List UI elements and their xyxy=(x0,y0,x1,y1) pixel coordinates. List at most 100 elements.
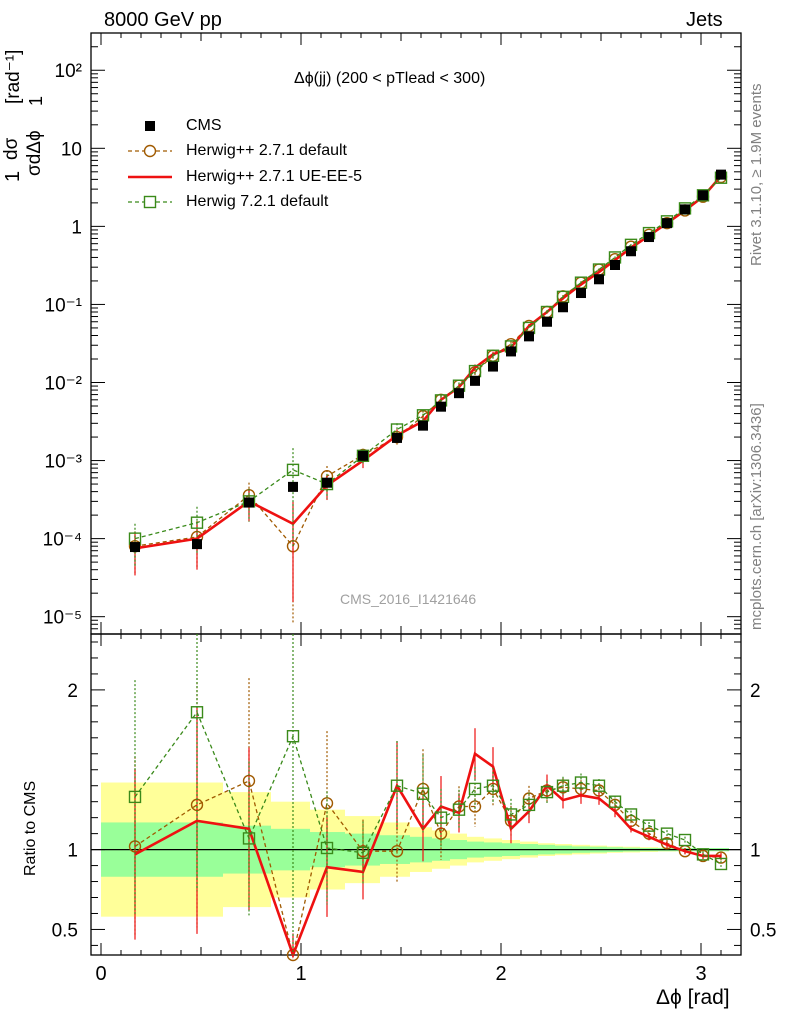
data-point-cms xyxy=(470,375,480,386)
main-panel: 10⁻⁵ 10⁻⁴ 10⁻³ 10⁻² 10⁻¹ 1 10 10² xyxy=(43,32,742,635)
ratio-y-tick-label-right: 0.5 xyxy=(750,920,776,941)
y-tick-label: 10 xyxy=(61,139,82,160)
data-point-cms xyxy=(644,232,654,243)
ratio-point-herwig7-default xyxy=(320,841,334,855)
data-point-cms xyxy=(418,420,428,431)
ratio-point-herwig7-default xyxy=(574,776,588,789)
data-point-cms xyxy=(506,346,516,357)
x-tick-label: 2 xyxy=(495,963,506,985)
y-tick-label: 1 xyxy=(71,217,82,238)
x-tick-label: 0 xyxy=(95,963,106,985)
data-point-herwig7-default xyxy=(190,516,204,529)
analysis-watermark: CMS_2016_I1421646 xyxy=(340,591,477,607)
data-point-herwig7-default xyxy=(486,349,500,362)
ratio-point-herwig7-default xyxy=(434,811,448,824)
y-tick-label: 10⁻³ xyxy=(45,452,83,473)
data-point-cms xyxy=(358,450,368,461)
ratio-point-herwig7-default xyxy=(128,790,142,804)
ratio-y-tick-label: 1 xyxy=(67,841,78,862)
data-point-cms xyxy=(576,288,586,299)
data-point-cms xyxy=(322,477,332,488)
data-point-cms xyxy=(558,302,568,313)
data-point-herwig7-default xyxy=(696,189,710,202)
data-point-cms xyxy=(130,542,140,553)
ratio-point-herwig7-default xyxy=(540,785,554,799)
top-y-axis-label-den: σdΔϕ xyxy=(24,130,46,176)
x-axis-label: Δϕ [rad] xyxy=(656,986,730,1009)
data-point-cms xyxy=(680,204,690,215)
mcplots-label: mcplots.cern.ch [arXiv:1306.3436] xyxy=(748,403,765,630)
x-tick-label: 3 xyxy=(695,963,706,985)
data-point-cms xyxy=(244,497,254,508)
ratio-point-herwig7-default xyxy=(190,706,204,719)
header-beam-label: 8000 GeV pp xyxy=(104,9,222,31)
data-point-cms xyxy=(662,218,672,229)
x-tick-label: 1 xyxy=(295,963,306,985)
y-tick-label: 10⁻⁵ xyxy=(43,608,82,629)
data-point-cms xyxy=(610,259,620,270)
ylabel-part-dsigma: dσ xyxy=(1,137,22,160)
ratio-y-tick-label-right: 2 xyxy=(750,681,761,702)
y-tick-label: 10⁻² xyxy=(45,373,83,394)
ratio-point-herwig7-default xyxy=(286,730,300,743)
ratio-point-herwig7-default xyxy=(592,779,606,792)
ylabel-part-num: 1 xyxy=(2,170,24,182)
ratio-point-herwig7-default xyxy=(504,808,518,821)
ratio-point-herwig7-default xyxy=(556,779,570,792)
ratio-point-herwig7-default xyxy=(242,832,256,845)
ratio-point-herwig7-default xyxy=(468,782,482,796)
ratio-panel: 0 1 2 3 0.5 0.5 1 1 2 2 xyxy=(52,633,776,985)
ratio-point-herwig7-default xyxy=(452,803,466,816)
y-tick-label: 10⁻⁴ xyxy=(43,530,82,551)
ratio-point-herwigpp-default xyxy=(714,851,728,864)
data-point-cms xyxy=(542,316,552,327)
data-point-cms xyxy=(392,432,402,443)
ylabel-numerator: 1 xyxy=(26,95,46,106)
data-point-cms xyxy=(192,539,202,550)
data-point-cms xyxy=(524,331,534,342)
data-point-cms xyxy=(454,388,464,399)
ratio-y-tick-label-right: 1 xyxy=(750,841,761,862)
legend-symbol-herwigpp-default xyxy=(128,145,172,158)
top-y-axis-label-main: 1 xyxy=(2,171,25,182)
ratio-point-herwig7-default xyxy=(678,833,692,847)
ratio-point-herwigpp-default xyxy=(468,800,482,813)
ratio-y-tick-label: 0.5 xyxy=(52,920,78,941)
series-line-herwigpp-default xyxy=(134,176,722,548)
ratio-point-herwig7-default xyxy=(696,848,710,861)
top-y-axis-label-unit: [rad⁻¹] xyxy=(3,49,24,104)
data-point-cms xyxy=(716,169,726,180)
y-tick-label: 10⁻¹ xyxy=(45,295,83,316)
ratio-point-herwig7-default xyxy=(642,819,656,832)
legend-label: Herwig++ 2.7.1 UE-EE-5 xyxy=(186,167,363,185)
data-point-cms xyxy=(698,190,708,201)
y-tick-label: 10² xyxy=(55,61,82,82)
data-point-herwig7-default xyxy=(286,463,300,477)
ratio-point-herwig7-default xyxy=(714,857,728,871)
data-point-cms xyxy=(288,481,298,492)
ratio-point-herwig7-default xyxy=(356,846,370,859)
legend-symbol-herwigpp-ueee5 xyxy=(128,175,172,178)
ratio-point-herwig7-default xyxy=(608,795,622,808)
ratio-frame xyxy=(90,633,742,956)
legend-item-herwig7-default: Herwig 7.2.1 default xyxy=(126,190,362,216)
legend-symbol-cms xyxy=(145,120,155,131)
series-line-herwig7-default xyxy=(134,177,722,540)
ratio-point-herwig7-default xyxy=(390,779,404,792)
legend-label: CMS xyxy=(186,116,222,134)
ylabel-part-sigma: σ xyxy=(24,164,45,176)
plot-title: Δϕ(jj) (200 < pTlead < 300) xyxy=(294,70,486,87)
data-point-cms xyxy=(594,274,604,285)
series-line-herwigpp-ueee5 xyxy=(134,175,722,550)
legend-label: Herwig 7.2.1 default xyxy=(186,193,329,211)
ylabel-part-ddphi: dΔϕ xyxy=(24,130,45,165)
ratio-y-tick-label: 2 xyxy=(67,681,78,702)
ratio-point-herwigpp-default xyxy=(390,844,404,858)
legend-item-cms: CMS xyxy=(126,113,362,139)
data-point-cms xyxy=(488,361,498,372)
rivet-version-label: Rivet 3.1.10, ≥ 1.9M events xyxy=(748,83,765,267)
legend: CMS Herwig++ 2.7.1 default Herwig++ 2.7.… xyxy=(126,113,362,215)
ratio-point-herwig7-default xyxy=(624,808,638,821)
legend-symbol-herwig7-default xyxy=(128,196,172,209)
